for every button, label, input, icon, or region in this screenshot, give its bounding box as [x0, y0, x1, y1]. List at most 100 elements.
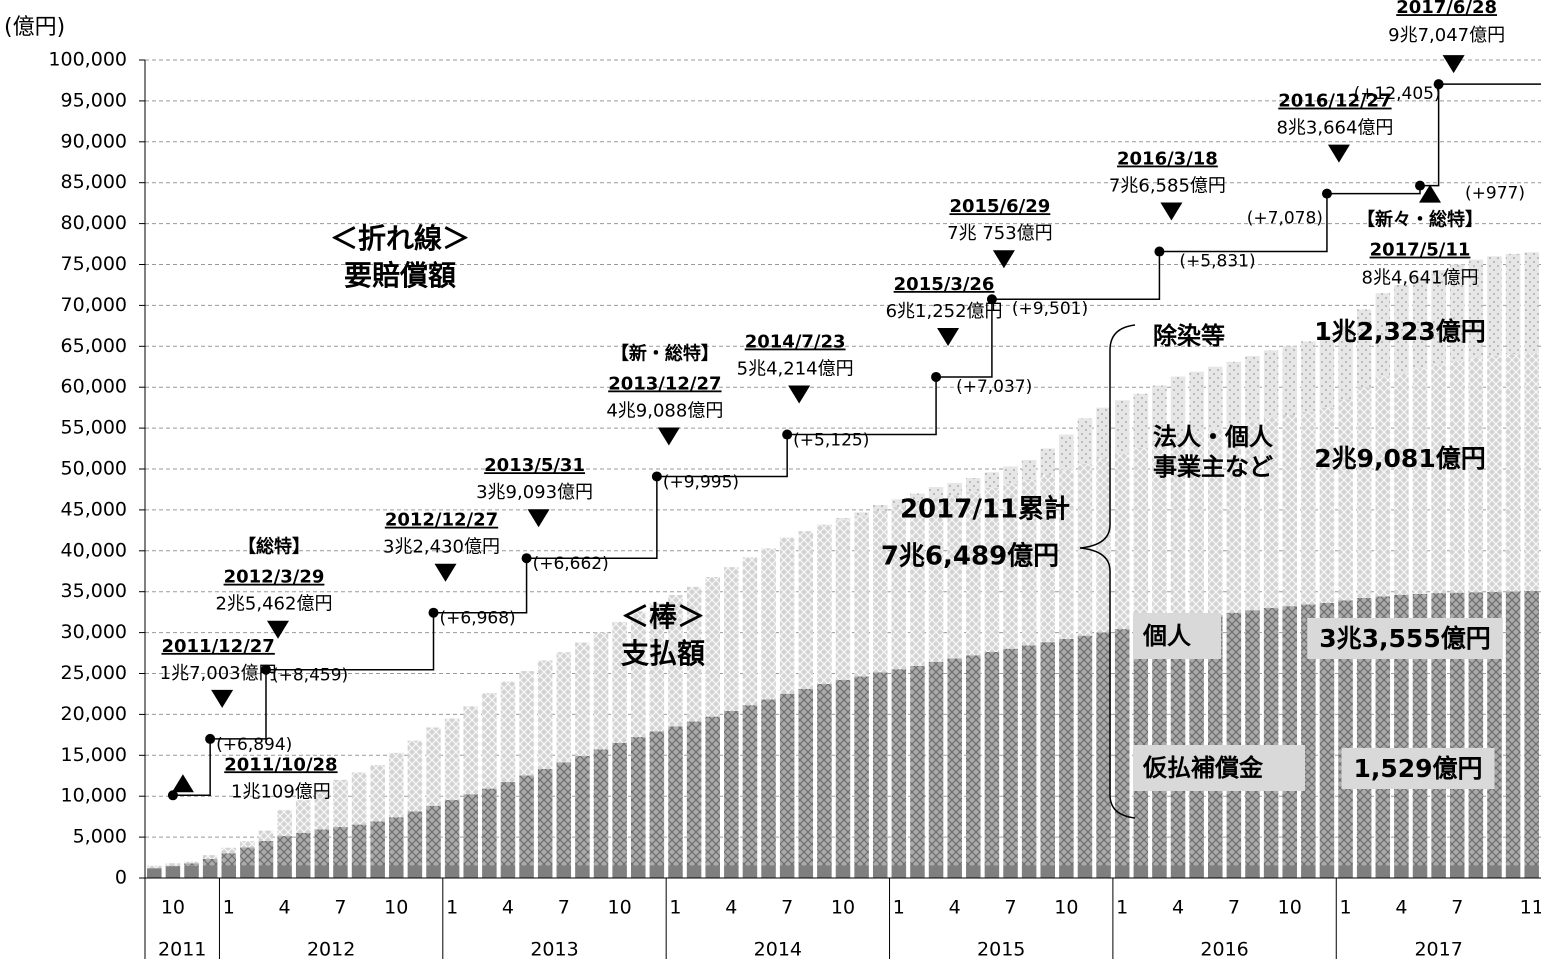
- bar-segment: [1282, 606, 1297, 866]
- bar-segment: [389, 865, 404, 878]
- bar-segment: [1319, 407, 1335, 603]
- step-point: [1321, 188, 1332, 199]
- bar-segment: [705, 576, 720, 717]
- bar-segment: [1263, 607, 1279, 866]
- bar-segment: [575, 642, 590, 756]
- bar-segment: [202, 865, 218, 878]
- bar-title: ＜棒＞: [621, 600, 705, 633]
- bar-segment: [1077, 865, 1093, 878]
- bar-segment: [630, 611, 646, 738]
- bar-segment: [1524, 591, 1539, 866]
- y-tick-label: 65,000: [61, 335, 127, 357]
- y-tick-label: 15,000: [61, 744, 127, 766]
- point-date: 2016/3/18: [1117, 149, 1218, 170]
- x-tick-label: 7: [1451, 897, 1463, 919]
- series-name-box: [1133, 745, 1305, 791]
- bar-segment: [1059, 865, 1074, 878]
- bar-segment: [1096, 632, 1111, 866]
- bar-segment: [1021, 865, 1037, 878]
- y-tick-label: 55,000: [61, 417, 127, 439]
- point-value-label: 4兆9,088億円: [606, 400, 723, 421]
- point-date: 2011/12/27: [161, 636, 274, 657]
- bar-segment: [147, 865, 162, 869]
- bar-segment: [389, 752, 404, 818]
- bar-segment: [1394, 284, 1409, 374]
- bar-segment: [686, 865, 702, 878]
- bar-segment: [1338, 600, 1353, 866]
- bar-segment: [1431, 865, 1446, 878]
- bar-segment: [221, 847, 237, 854]
- bar-segment: [500, 782, 516, 866]
- point-date: 2016/12/27: [1278, 91, 1391, 112]
- marker-triangle: [527, 509, 550, 528]
- bar-segment: [1301, 604, 1316, 866]
- bar-segment: [426, 727, 441, 806]
- bar-segment: [407, 811, 423, 866]
- point-value-label: 3兆9,093億円: [476, 482, 593, 503]
- x-tick-label: 7: [781, 897, 793, 919]
- bar-segment: [1040, 448, 1056, 475]
- bar-segment: [1282, 415, 1297, 607]
- bar-segment: [1021, 645, 1037, 866]
- bar-segment: [891, 506, 907, 670]
- bar-segment: [147, 868, 162, 878]
- y-unit: (億円): [4, 15, 65, 40]
- point-date: 2017/6/28: [1396, 0, 1497, 18]
- bar-segment: [1189, 617, 1204, 866]
- increment-label: (+6,894): [216, 735, 292, 755]
- bar-segment: [928, 865, 944, 878]
- bar-segment: [463, 794, 478, 866]
- x-tick-label: 4: [279, 897, 291, 919]
- bar-segment: [928, 487, 944, 498]
- bar-segment: [1152, 442, 1167, 623]
- bar-segment: [221, 865, 237, 878]
- bar-segment: [1208, 615, 1223, 866]
- bar-segment: [1170, 376, 1186, 436]
- bar-segment: [1449, 361, 1465, 593]
- bar-segment: [798, 531, 814, 689]
- increment-label: (+9,501): [1012, 299, 1088, 319]
- series-final-box: [1341, 748, 1495, 789]
- bar-segment: [389, 817, 404, 866]
- bar-segment: [463, 865, 478, 878]
- year-label: 2011: [158, 939, 206, 959]
- bar-segment: [556, 762, 572, 866]
- bar-segment: [984, 487, 1000, 652]
- marker-triangle: [657, 427, 680, 446]
- bar-segment: [333, 865, 348, 878]
- bar-segment: [1245, 865, 1260, 878]
- y-tick-label: 25,000: [61, 662, 127, 684]
- bar-segment: [1431, 364, 1446, 594]
- bar-segment: [612, 865, 627, 878]
- bar-segment: [1449, 264, 1465, 362]
- bar-segment: [351, 824, 367, 866]
- bar-segment: [984, 651, 1000, 866]
- bar-segment: [202, 858, 218, 866]
- step-point: [167, 790, 178, 801]
- bar-segment: [1114, 400, 1130, 453]
- bar-segment: [835, 865, 851, 878]
- bar-segment: [1245, 610, 1260, 866]
- bar-segment: [1282, 346, 1297, 416]
- bar-segment: [444, 800, 460, 866]
- bar-segment: [910, 665, 925, 866]
- point-value-label: 8兆3,664億円: [1276, 118, 1393, 139]
- bar-segment: [1301, 865, 1316, 878]
- bar-segment: [1319, 865, 1335, 878]
- bar-segment: [165, 866, 181, 878]
- y-tick-label: 90,000: [61, 130, 127, 152]
- bar-segment: [165, 865, 181, 867]
- bar-segment: [1133, 393, 1149, 448]
- bar-segment: [537, 768, 553, 866]
- bar-segment: [333, 827, 348, 866]
- point-value-label: 6兆1,252億円: [886, 301, 1003, 322]
- bar-segment: [1412, 593, 1428, 866]
- bar-segment: [1059, 638, 1074, 866]
- point-value-label: 7兆 753億円: [947, 223, 1053, 244]
- x-tick-label: 11: [1520, 897, 1541, 919]
- x-tick-label: 4: [502, 897, 514, 919]
- bar-segment: [1003, 466, 1018, 484]
- x-tick-label: 4: [949, 897, 961, 919]
- step-point: [651, 471, 662, 482]
- bar-segment: [1040, 865, 1056, 878]
